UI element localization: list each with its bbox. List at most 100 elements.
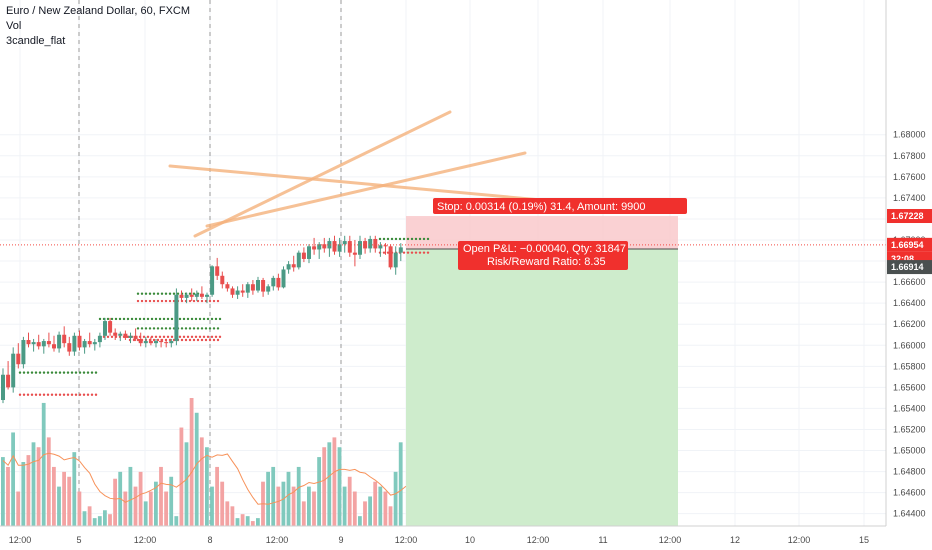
indicator-dot — [198, 317, 202, 321]
indicator-dot — [414, 237, 418, 241]
entry-price-tag-box — [887, 260, 932, 275]
volume-bar — [21, 462, 26, 526]
indicator-dot — [122, 317, 126, 321]
indicator-dot — [152, 327, 156, 330]
indicator-dot — [142, 317, 146, 321]
candle-body — [41, 341, 46, 347]
candle-body — [210, 266, 215, 295]
indicator-dot — [186, 317, 190, 321]
volume-bar — [363, 501, 367, 526]
indicator-dot — [192, 327, 196, 330]
indicator-dot — [152, 338, 156, 342]
indicator-dot — [188, 327, 192, 330]
candle-body — [230, 288, 235, 295]
volume-ma-line — [2, 452, 407, 505]
indicator-dot — [148, 299, 152, 303]
volume-bar — [358, 516, 362, 526]
time-tick-label: 12:00 — [659, 535, 682, 545]
volume-bar — [378, 486, 383, 526]
candle-body — [11, 353, 16, 388]
candle-body — [169, 341, 174, 344]
indicator-dot — [386, 251, 390, 254]
volume-bar — [240, 514, 245, 526]
volume-label: Vol — [6, 20, 22, 32]
candle-body — [398, 247, 403, 253]
volume-bars — [1, 398, 403, 526]
indicator-dot — [58, 371, 62, 374]
indicator-dot — [382, 237, 386, 241]
indicator-dot — [46, 371, 50, 374]
volume-bar — [97, 516, 102, 526]
indicator-dot — [414, 251, 418, 254]
indicator-dot — [170, 335, 174, 339]
indicator-dot — [176, 292, 180, 295]
indicator-dot — [164, 292, 168, 295]
indicator-dot — [214, 317, 218, 321]
indicator-dot — [160, 299, 164, 303]
indicator-dot — [156, 299, 160, 303]
volume-bar — [398, 442, 403, 526]
indicator-dot — [22, 371, 26, 374]
indicator-dot — [202, 335, 206, 339]
candle-body — [291, 264, 296, 268]
volume-bar — [291, 486, 296, 526]
candle-body — [205, 294, 209, 297]
price-tick-label: 1.67400 — [893, 193, 926, 203]
time-tick-label: 12 — [730, 535, 740, 545]
volume-bar — [342, 486, 347, 526]
indicator-dot — [62, 393, 66, 396]
volume-bar — [159, 466, 163, 526]
indicator-dot — [42, 371, 46, 374]
time-tick-label: 11 — [598, 535, 607, 545]
indicator-dot — [86, 371, 90, 374]
indicator-dot — [198, 335, 202, 339]
indicator-dot — [66, 371, 70, 374]
symbol-title: Euro / New Zealand Dollar, 60, FXCM — [6, 5, 191, 17]
indicator-dot — [208, 327, 212, 330]
indicator-dot — [154, 317, 158, 321]
indicator-dot — [86, 393, 90, 396]
volume-bar — [143, 501, 148, 526]
candle-body — [189, 294, 194, 297]
candle-body — [342, 241, 347, 245]
indicator-dot — [170, 317, 174, 321]
price-axis-background — [886, 0, 932, 550]
price-tick-label: 1.66200 — [893, 319, 926, 329]
volume-bar — [250, 521, 255, 526]
indicator-dot — [158, 335, 162, 339]
indicator-dot — [192, 292, 196, 295]
indicator-dot — [194, 317, 198, 321]
volume-bar — [87, 506, 92, 526]
candle-body — [317, 244, 322, 250]
candle-body — [261, 280, 266, 292]
candle-body — [184, 294, 189, 298]
candle-body — [97, 335, 102, 343]
volume-bar — [1, 457, 5, 526]
candle-body — [123, 333, 128, 338]
candle-body — [154, 341, 158, 344]
volume-bar — [317, 457, 321, 526]
indicator-dot — [82, 393, 86, 396]
volume-bar — [108, 514, 112, 526]
candle-body — [388, 246, 393, 268]
indicator-dot — [208, 299, 212, 303]
price-tick-label: 1.66600 — [893, 277, 926, 287]
candle-body — [368, 238, 373, 249]
volume-bar — [230, 506, 235, 526]
candle-body — [179, 294, 184, 298]
volume-bar — [26, 455, 31, 526]
indicator-dot — [74, 393, 78, 396]
candle-body — [31, 342, 36, 345]
candle-body — [72, 335, 77, 352]
volume-bar — [148, 491, 153, 526]
volume-bar — [77, 491, 82, 526]
indicator-dot — [140, 292, 144, 295]
indicator-dot — [188, 299, 192, 303]
candle-body — [143, 341, 148, 344]
indicator-dot — [178, 317, 182, 321]
volume-bar — [393, 471, 398, 526]
indicator-dot — [130, 317, 134, 321]
volume-bar — [286, 471, 291, 526]
indicator-dot — [210, 317, 214, 321]
